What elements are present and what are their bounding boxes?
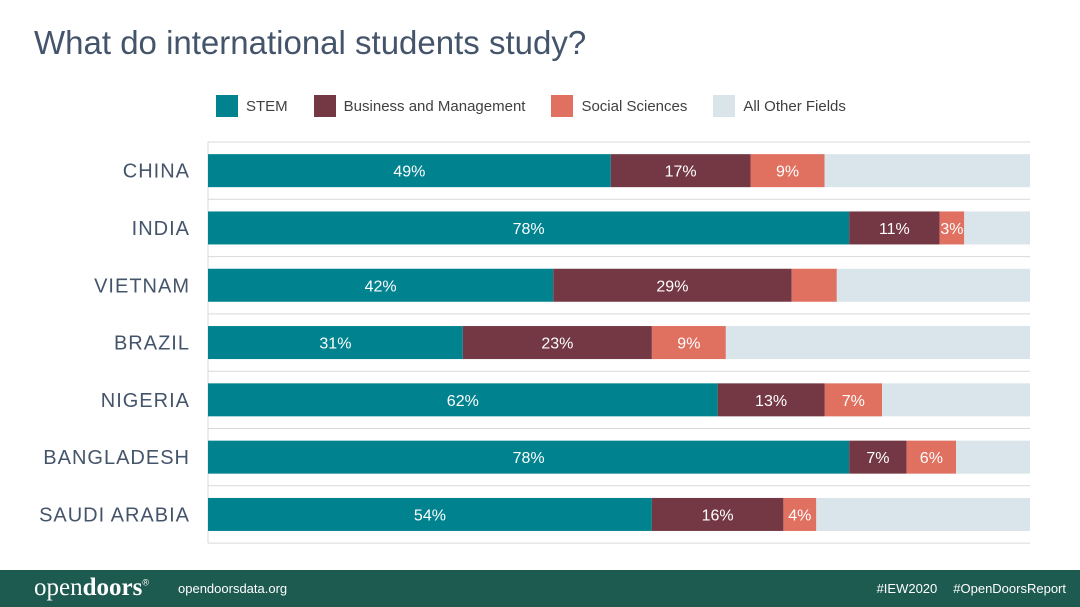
bar-segment-all-other-fields [882,383,1030,417]
legend-swatch [313,95,336,117]
data-label: 9% [677,336,700,353]
bar-segment-all-other-fields [836,268,1030,302]
legend-swatch [713,95,736,117]
data-label: 7% [866,450,889,467]
bar-segment-business-and-management [717,383,825,417]
bar-segment-business-and-management [849,211,940,245]
bar-segment-social-sciences [939,211,965,245]
legend-label: Social Sciences [581,97,688,115]
page-title: What do international students study? [34,24,587,61]
category-label: CHINA [123,161,190,183]
bar-segment-all-other-fields [824,154,1030,188]
category-label: NIGERIA [101,390,190,412]
bar-segment-social-sciences [906,440,957,474]
logo-text-light: open [34,574,83,601]
legend-swatch [216,95,238,117]
data-label: 62% [447,393,479,410]
bar-segment-all-other-fields [964,211,1030,245]
legend-label: Business and Management [343,97,526,115]
data-label: 7% [842,393,865,410]
bar-segment-social-sciences [824,383,883,417]
legend-label: STEM [246,97,288,115]
hashtag-opendoorsreport[interactable]: #OpenDoorsReport [953,581,1066,596]
bar-segment-stem [208,326,463,360]
bar-segment-stem [208,154,611,188]
data-label: 78% [513,221,545,238]
category-label: INDIA [132,218,190,240]
bar-segment-all-other-fields [816,497,1030,531]
category-label: BRAZIL [114,333,190,355]
bar-segment-all-other-fields [956,440,1030,474]
category-label: VIETNAM [94,275,190,297]
bar-segment-social-sciences [783,497,817,531]
data-label: 49% [393,164,425,181]
bar-segment-stem [208,497,652,531]
data-label: 16% [702,507,734,524]
data-label: 9% [776,164,799,181]
registered-mark: ® [142,577,149,588]
category-label: SAUDI ARABIA [39,504,190,526]
legend-item-stem: STEM [216,95,288,117]
data-label: 78% [513,450,545,467]
stacked-bar-chart: CHINA 49% 17% 9% INDIA 78% 11% 3% VIETNAM 42% 29% B… [39,141,1030,544]
bar-segment-business-and-management [651,497,784,531]
bar-segment-business-and-management [553,268,792,302]
hashtag-iew2020[interactable]: #IEW2020 [876,581,938,596]
bar-segment-social-sciences [791,268,837,302]
data-label: 6% [920,450,943,467]
legend-item-social-sciences: Social Sciences [551,95,687,117]
bar-segment-business-and-management [462,326,652,360]
bar-segment-all-other-fields [725,326,1030,360]
bar-segment-stem [208,268,554,302]
footer-url-link[interactable]: opendoorsdata.org [178,581,288,596]
footer-bar: opendoors® opendoorsdata.org #IEW2020 #Op… [0,570,1080,607]
bar-segment-social-sciences [750,154,825,188]
data-label: 17% [665,164,697,181]
chart-legend: STEM Business and Management Social Scienc… [216,94,872,118]
data-label: 11% [879,221,910,238]
opendoors-logo[interactable]: opendoors® [34,574,149,602]
data-label: 31% [319,336,351,353]
data-label: 23% [541,336,573,353]
bar-segment-business-and-management [610,154,751,188]
data-label: 42% [365,278,397,295]
bar-segment-social-sciences [651,326,726,360]
data-label: 54% [414,507,446,524]
footer-hashtags: #IEW2020 #OpenDoorsReport [877,581,1066,596]
category-label: BANGLADESH [43,447,190,469]
legend-item-business-and-management: Business and Management [313,95,526,117]
logo-text-bold: doors [82,574,143,601]
bar-segment-stem [208,440,850,474]
legend-swatch [551,95,574,117]
legend-label: All Other Fields [743,97,846,115]
bar-segment-stem [208,383,718,417]
data-label: 3% [940,221,963,238]
bar-segment-stem [208,211,850,245]
data-label: 13% [755,393,787,410]
data-label: 29% [656,278,688,295]
data-label: 4% [788,507,811,524]
bar-segment-business-and-management [849,440,907,474]
legend-item-all-other-fields: All Other Fields [713,95,846,117]
